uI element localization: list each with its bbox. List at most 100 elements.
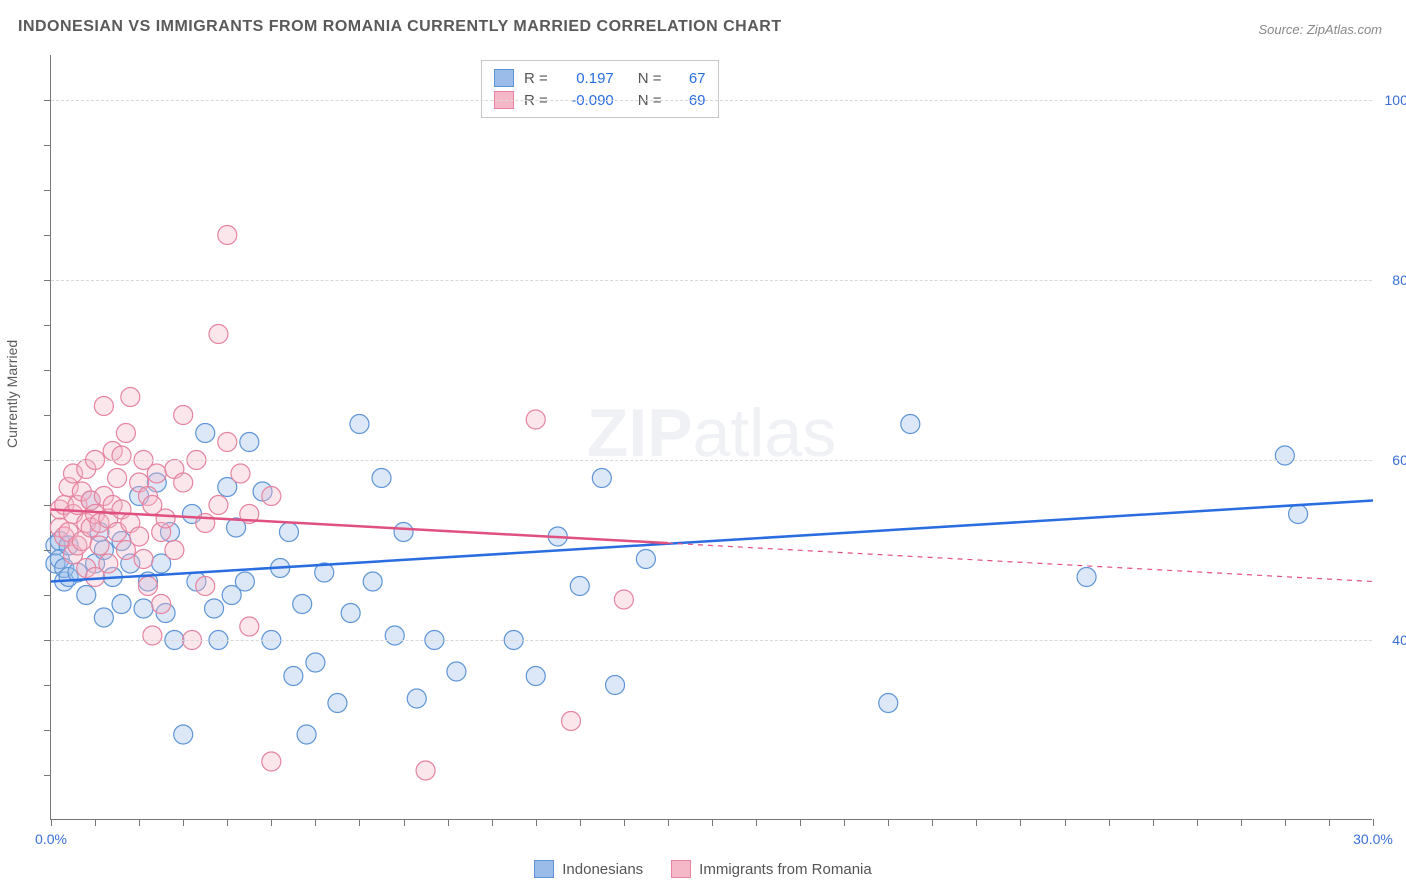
data-point <box>372 469 391 488</box>
x-tick <box>1153 819 1154 826</box>
legend-swatch <box>534 860 554 878</box>
data-point <box>1077 568 1096 587</box>
data-point <box>328 694 347 713</box>
data-point <box>901 415 920 434</box>
data-point <box>526 410 545 429</box>
chart-title: INDONESIAN VS IMMIGRANTS FROM ROMANIA CU… <box>18 18 782 36</box>
y-tick <box>44 685 51 686</box>
data-point <box>879 694 898 713</box>
y-tick <box>44 370 51 371</box>
data-point <box>90 536 109 555</box>
x-tick <box>183 819 184 826</box>
data-point <box>156 509 175 528</box>
legend-item: Indonesians <box>534 860 643 878</box>
data-point <box>526 667 545 686</box>
data-point <box>174 406 193 425</box>
x-tick <box>227 819 228 826</box>
y-tick <box>44 415 51 416</box>
data-point <box>407 689 426 708</box>
y-tick <box>44 640 51 641</box>
data-point <box>240 433 259 452</box>
x-tick <box>756 819 757 826</box>
source-attribution: Source: ZipAtlas.com <box>1258 22 1382 37</box>
data-point <box>94 397 113 416</box>
data-point <box>284 667 303 686</box>
plot-area: ZIPatlas R =0.197N =67R =-0.090N =69 40.… <box>50 55 1372 820</box>
data-point <box>363 572 382 591</box>
data-point <box>636 550 655 569</box>
y-axis-label: Currently Married <box>4 340 20 448</box>
data-point <box>134 550 153 569</box>
legend-item: Immigrants from Romania <box>671 860 872 878</box>
data-point <box>165 541 184 560</box>
x-tick <box>1020 819 1021 826</box>
x-tick <box>1329 819 1330 826</box>
y-tick <box>44 460 51 461</box>
data-point <box>205 599 224 618</box>
x-tick <box>1109 819 1110 826</box>
x-tick <box>976 819 977 826</box>
data-point <box>279 523 298 542</box>
x-tick <box>932 819 933 826</box>
data-point <box>240 617 259 636</box>
data-point <box>1289 505 1308 524</box>
gridline <box>51 100 1372 101</box>
data-point <box>143 626 162 645</box>
x-tick <box>139 819 140 826</box>
data-point <box>416 761 435 780</box>
data-point <box>306 653 325 672</box>
data-point <box>218 433 237 452</box>
data-point <box>341 604 360 623</box>
data-point <box>218 226 237 245</box>
data-point <box>196 577 215 596</box>
x-tick <box>668 819 669 826</box>
data-point <box>614 590 633 609</box>
x-tick <box>95 819 96 826</box>
y-tick-label: 60.0% <box>1377 452 1406 468</box>
series-legend: Indonesians Immigrants from Romania <box>0 860 1406 882</box>
data-point <box>570 577 589 596</box>
y-tick <box>44 595 51 596</box>
x-tick <box>1373 819 1374 826</box>
y-tick-label: 40.0% <box>1377 632 1406 648</box>
x-tick <box>624 819 625 826</box>
x-tick <box>492 819 493 826</box>
data-point <box>138 577 157 596</box>
regression-line-extrapolated <box>668 543 1373 581</box>
y-tick <box>44 280 51 281</box>
data-point <box>1275 446 1294 465</box>
data-point <box>112 446 131 465</box>
data-point <box>99 554 118 573</box>
y-tick-label: 100.0% <box>1377 92 1406 108</box>
data-point <box>262 487 281 506</box>
data-point <box>152 595 171 614</box>
y-tick-label: 80.0% <box>1377 272 1406 288</box>
y-tick <box>44 550 51 551</box>
y-tick <box>44 775 51 776</box>
y-tick <box>44 505 51 506</box>
data-point <box>262 752 281 771</box>
x-tick <box>359 819 360 826</box>
data-point <box>174 725 193 744</box>
x-tick <box>404 819 405 826</box>
data-point <box>606 676 625 695</box>
legend-series-name: Immigrants from Romania <box>699 861 872 878</box>
data-point <box>77 586 96 605</box>
data-point <box>231 464 250 483</box>
x-tick <box>844 819 845 826</box>
data-point <box>116 424 135 443</box>
data-point <box>293 595 312 614</box>
y-tick <box>44 730 51 731</box>
data-point <box>350 415 369 434</box>
y-tick <box>44 190 51 191</box>
gridline <box>51 460 1372 461</box>
data-point <box>209 325 228 344</box>
x-tick <box>271 819 272 826</box>
legend-swatch <box>671 860 691 878</box>
x-tick-label: 0.0% <box>35 831 67 847</box>
data-point <box>297 725 316 744</box>
x-tick <box>536 819 537 826</box>
data-point <box>112 595 131 614</box>
x-tick <box>800 819 801 826</box>
chart-svg <box>51 55 1372 819</box>
